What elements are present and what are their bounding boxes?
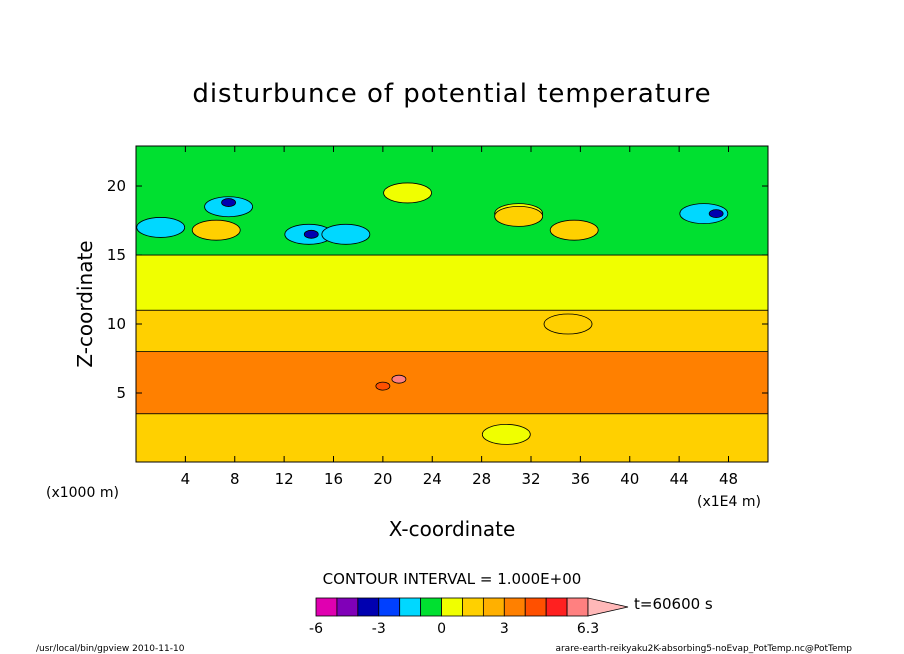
contour-feature-16 — [543, 313, 593, 335]
contour-feature-9 — [494, 205, 544, 227]
contour-feature-0 — [136, 217, 186, 238]
y-axis-label: Z-coordinate — [73, 240, 97, 367]
colorbar-cell-10 — [524, 597, 547, 617]
x-axis-label: X-coordinate — [389, 517, 516, 541]
colorbar-tick-label-4: 6.3 — [577, 621, 599, 637]
colorbar-cell-3 — [378, 597, 401, 617]
contour-band-2 — [136, 309, 768, 353]
x-tick-label-1: 8 — [230, 470, 240, 488]
contour-feature-7 — [383, 182, 432, 204]
colorbar: -6 -3 0 3 6.3 — [309, 597, 629, 637]
colorbar-cell-8 — [482, 597, 505, 617]
colorbar-tick-label-3: 3 — [500, 621, 509, 637]
colorbar-cell-0 — [315, 597, 338, 617]
footer-left: /usr/local/bin/gpview 2010-11-10 — [36, 644, 185, 654]
y-tick-label-1: 10 — [107, 315, 126, 333]
chart-title: disturbunce of potential temperature — [192, 79, 711, 109]
contour-feature-14 — [391, 374, 407, 384]
contour-feature-13 — [375, 381, 391, 391]
contour-feature-2 — [221, 198, 236, 207]
colorbar-extend-arrow — [587, 597, 629, 617]
x-axis: 4 8 12 16 20 24 28 32 36 40 44 48 — [181, 146, 738, 488]
colorbar-cell-6 — [441, 597, 463, 617]
contour-feature-12 — [708, 209, 724, 219]
colorbar-cell-7 — [462, 597, 484, 617]
contour-interval-label: CONTOUR INTERVAL = 1.000E+00 — [323, 570, 582, 588]
x-unit-label: (x1E4 m) — [697, 494, 761, 510]
x-tick-label-8: 36 — [571, 470, 590, 488]
footer-right: arare-earth-reikyaku2K-absorbing5-noEvap… — [555, 644, 852, 654]
contour-feature-5 — [303, 229, 319, 239]
x-tick-label-10: 44 — [670, 470, 689, 488]
colorbar-cell-9 — [503, 597, 526, 617]
colorbar-cell-12 — [566, 597, 589, 617]
colorbar-tick-label-1: -3 — [372, 621, 386, 637]
y-axis: 5 10 15 20 — [107, 177, 768, 402]
y-tick-label-0: 5 — [116, 384, 126, 402]
plot-frame — [135, 145, 769, 463]
contour-band-0 — [136, 413, 768, 462]
colorbar-cell-1 — [336, 597, 359, 617]
colorbar-cell-2 — [357, 597, 380, 617]
contour-band-3 — [136, 254, 768, 311]
colorbar-cell-4 — [399, 597, 422, 617]
time-label: t=60600 s — [634, 595, 713, 613]
x-tick-label-5: 24 — [423, 470, 442, 488]
contour-feature-10 — [549, 219, 599, 241]
y-unit-label: (x1000 m) — [46, 485, 119, 501]
contour-band-1 — [136, 351, 768, 415]
x-tick-label-11: 48 — [719, 470, 738, 488]
x-tick-label-0: 4 — [181, 470, 191, 488]
x-tick-label-9: 40 — [620, 470, 639, 488]
contour-feature-15 — [481, 424, 531, 445]
x-tick-label-4: 20 — [373, 470, 392, 488]
x-tick-label-7: 32 — [521, 470, 540, 488]
x-tick-label-3: 16 — [324, 470, 343, 488]
contour-field — [136, 146, 768, 462]
colorbar-cell-11 — [545, 597, 568, 617]
colorbar-tick-label-0: -6 — [309, 621, 323, 637]
contour-feature-6 — [321, 223, 371, 245]
y-tick-label-2: 15 — [107, 246, 126, 264]
x-tick-label-2: 12 — [275, 470, 294, 488]
colorbar-tick-label-2: 0 — [437, 621, 446, 637]
colorbar-cell-5 — [420, 597, 442, 617]
contour-feature-3 — [191, 219, 241, 241]
contour-feature-11 — [679, 203, 729, 225]
x-tick-label-6: 28 — [472, 470, 491, 488]
y-tick-label-3: 20 — [107, 177, 126, 195]
